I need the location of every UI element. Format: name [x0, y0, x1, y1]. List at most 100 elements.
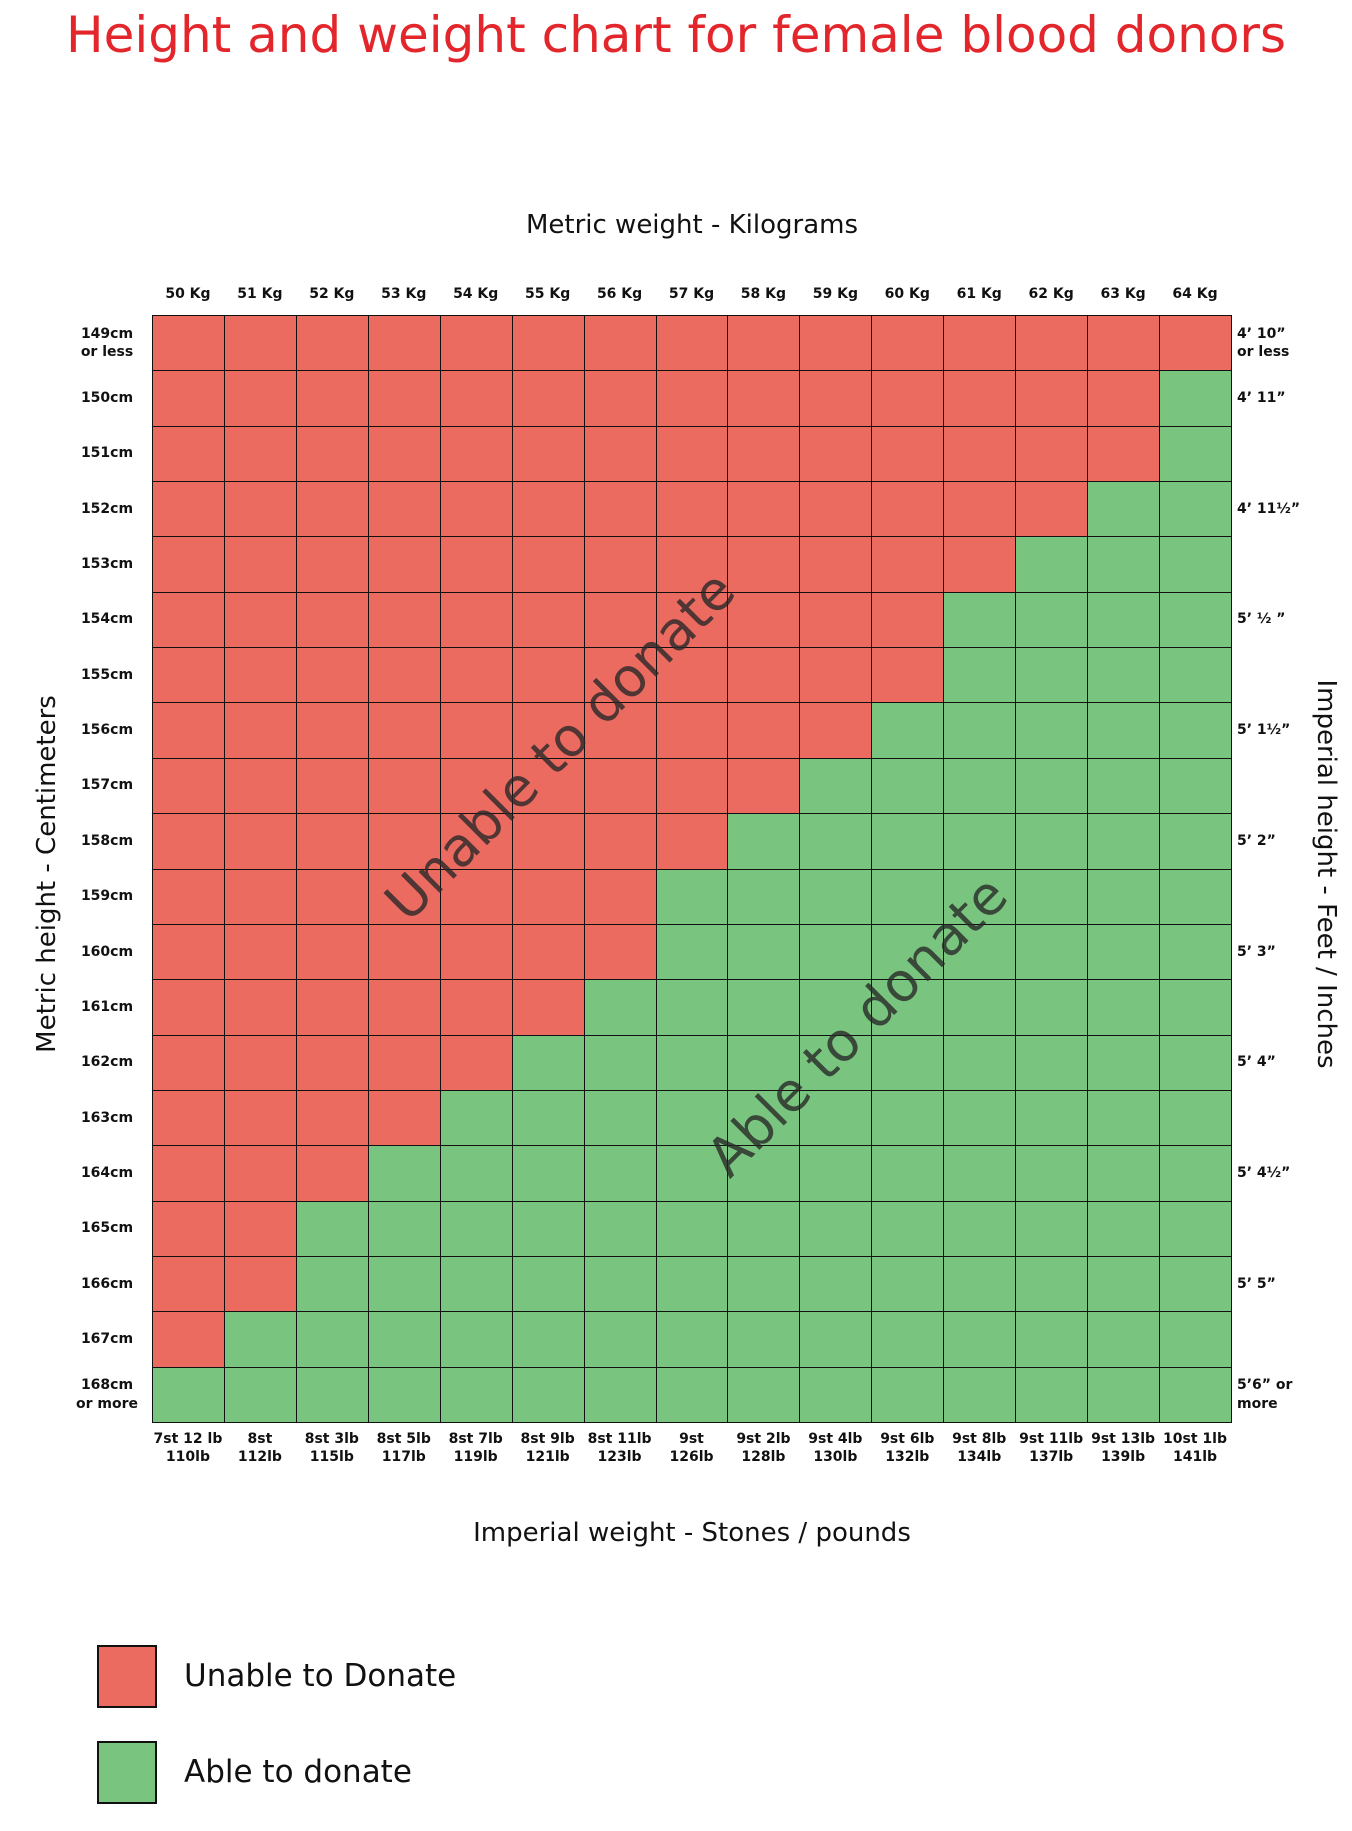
y2-tick-label: 5’6” or more — [1237, 1377, 1293, 1412]
cell — [871, 1089, 945, 1147]
cell — [1087, 923, 1161, 981]
cell — [727, 1366, 801, 1424]
cell — [1087, 757, 1161, 815]
cell — [943, 481, 1017, 538]
cell — [367, 868, 442, 926]
title: Height and weight chart for female blood… — [65, 6, 1287, 64]
cell — [223, 1145, 298, 1203]
y2-tick-label: 5’ 2” — [1237, 832, 1276, 849]
cell — [439, 1200, 514, 1258]
cell — [871, 702, 945, 760]
cell — [1087, 315, 1161, 372]
cell — [799, 923, 873, 981]
cell — [223, 370, 298, 428]
cell — [295, 647, 370, 704]
cell — [1015, 813, 1089, 870]
cell — [1087, 702, 1161, 760]
cell — [943, 536, 1017, 594]
cell — [223, 757, 298, 815]
cell — [799, 647, 873, 704]
cell — [439, 1145, 514, 1203]
top-axis-title: Metric weight - Kilograms — [525, 210, 859, 240]
cell — [1087, 868, 1161, 926]
cell — [799, 315, 873, 372]
cell — [223, 1311, 298, 1369]
cell — [727, 979, 801, 1037]
cell — [943, 425, 1017, 483]
x-tick-label: 61 Kg — [956, 286, 1002, 302]
cell — [152, 370, 226, 428]
y2-tick-label: 5’ 4” — [1237, 1054, 1276, 1071]
cell — [799, 813, 873, 870]
cell — [295, 923, 370, 981]
cell — [871, 1311, 945, 1369]
y-tick-label: 149cm or less — [80, 325, 134, 360]
cell — [295, 315, 370, 372]
cell — [943, 1089, 1017, 1147]
cell — [1015, 481, 1089, 538]
cell — [655, 536, 729, 594]
cell — [511, 425, 586, 483]
cell — [655, 979, 729, 1037]
cell — [152, 536, 226, 594]
cell — [1015, 757, 1089, 815]
x-tick-label: 58 Kg — [740, 286, 787, 302]
y-tick-label: 154cm — [80, 611, 134, 628]
cell — [1087, 425, 1161, 483]
x-tick-label: 64 Kg — [1172, 286, 1218, 302]
cell — [871, 813, 945, 870]
cell — [439, 315, 514, 372]
cell — [943, 1145, 1017, 1203]
cell — [943, 315, 1017, 372]
cell — [367, 923, 442, 981]
cell — [1159, 481, 1233, 538]
cell — [799, 1200, 873, 1258]
cell — [439, 1255, 514, 1313]
cell — [439, 702, 514, 760]
cell — [1015, 702, 1089, 760]
y-tick-label: 168cm or more — [75, 1377, 138, 1412]
cell — [1015, 1089, 1089, 1147]
cell — [367, 757, 442, 815]
y2-tick-label: 5’ 4½” — [1237, 1164, 1291, 1181]
cell — [1015, 536, 1089, 594]
cell — [655, 1366, 729, 1424]
cell — [511, 536, 586, 594]
cell — [655, 923, 729, 981]
cell — [943, 979, 1017, 1037]
cell — [367, 979, 442, 1037]
x2-tick-label: 9st 126lb — [669, 1431, 714, 1466]
y2-tick-label: 4’ 11” — [1237, 389, 1286, 406]
cell — [943, 702, 1017, 760]
cell — [367, 1145, 442, 1203]
legend-swatch — [97, 1645, 157, 1708]
x-tick-label: 59 Kg — [812, 286, 858, 302]
cell — [367, 315, 442, 372]
cell — [223, 591, 298, 649]
cell — [223, 481, 298, 538]
x2-tick-label: 9st 8lb 134lb — [952, 1431, 1007, 1466]
cell — [1159, 979, 1233, 1037]
cell — [439, 647, 514, 704]
cell — [727, 868, 801, 926]
cell — [152, 647, 226, 704]
cell — [1159, 647, 1233, 704]
cell — [655, 757, 729, 815]
cell — [1159, 1200, 1233, 1258]
y2-tick-label: 5’ 3” — [1237, 943, 1276, 960]
cell — [511, 647, 586, 704]
cell — [1159, 813, 1233, 870]
cell — [511, 370, 586, 428]
cell — [871, 481, 945, 538]
cell — [367, 1366, 442, 1424]
cell — [152, 757, 226, 815]
cell — [439, 1311, 514, 1369]
cell — [1087, 370, 1161, 428]
x2-tick-label: 9st 6lb 132lb — [880, 1431, 935, 1466]
cell — [727, 1145, 801, 1203]
x2-tick-label: 9st 4lb 130lb — [808, 1431, 863, 1466]
cell — [583, 1200, 658, 1258]
cell — [1159, 315, 1233, 372]
x-tick-label: 62 Kg — [1028, 286, 1074, 302]
